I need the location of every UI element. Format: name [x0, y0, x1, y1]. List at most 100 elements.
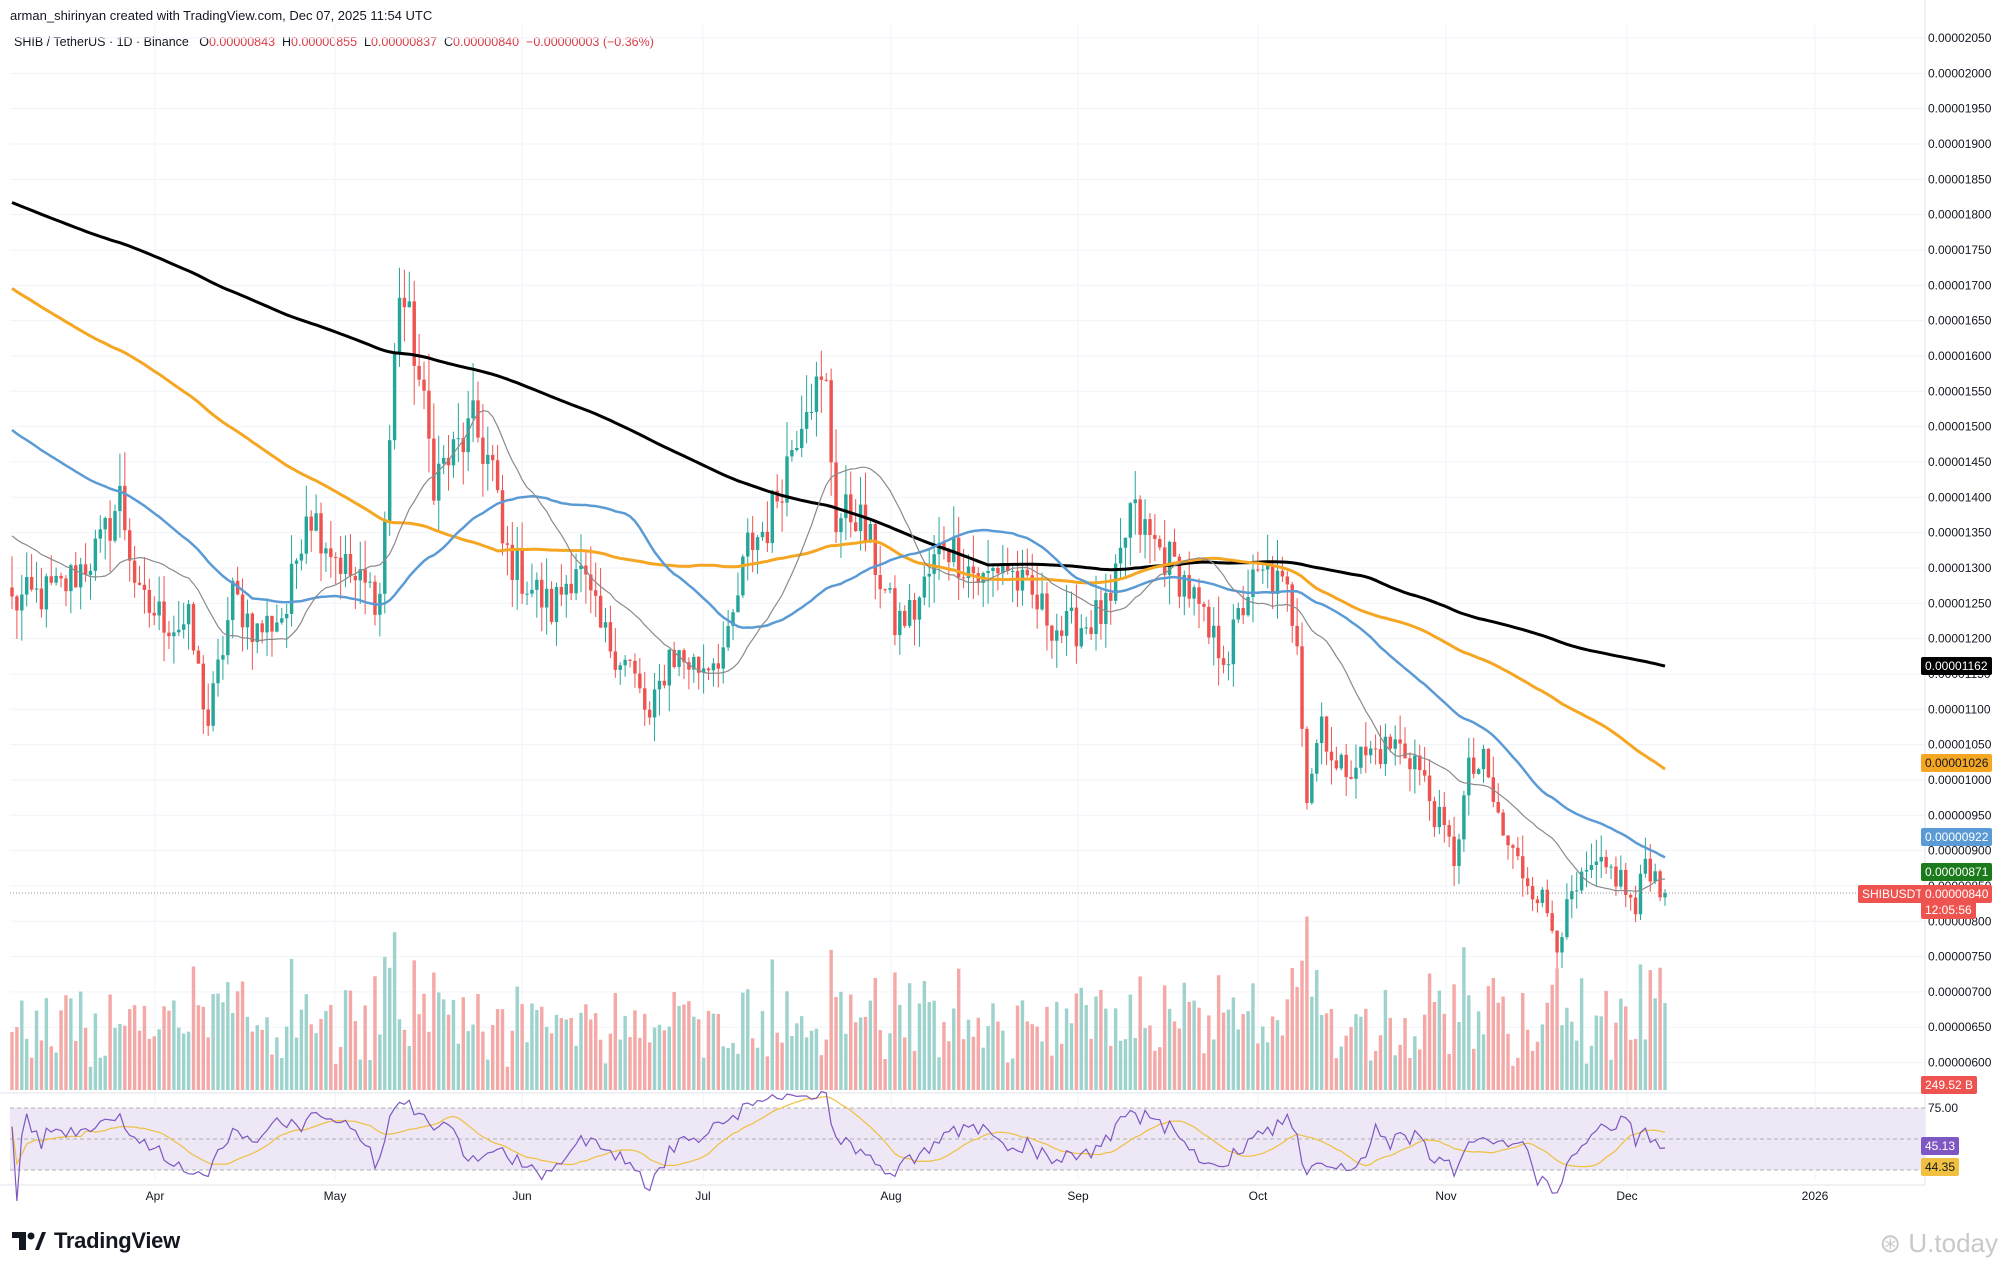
candle-body[interactable] — [623, 659, 627, 666]
candle-body[interactable] — [98, 529, 103, 539]
candle-body[interactable] — [1256, 569, 1260, 571]
candle-body[interactable] — [569, 583, 573, 594]
candle-body[interactable] — [907, 599, 912, 626]
candle-body[interactable] — [809, 411, 814, 413]
candle-body[interactable] — [422, 379, 426, 391]
candle-body[interactable] — [186, 604, 191, 625]
candle-body[interactable] — [387, 440, 392, 521]
candle-body[interactable] — [711, 663, 716, 671]
candle-body[interactable] — [726, 625, 730, 648]
candle-body[interactable] — [1427, 775, 1432, 802]
candle-body[interactable] — [1339, 754, 1343, 769]
candle-body[interactable] — [1069, 607, 1074, 612]
candle-body[interactable] — [991, 567, 995, 572]
candle-body[interactable] — [819, 376, 824, 380]
candle-body[interactable] — [579, 565, 583, 570]
candle-body[interactable] — [1344, 754, 1348, 778]
candle-body[interactable] — [201, 663, 206, 710]
candle-body[interactable] — [628, 659, 632, 661]
candle-body[interactable] — [314, 513, 318, 531]
candle-body[interactable] — [1398, 739, 1402, 744]
candle-body[interactable] — [1265, 565, 1270, 570]
candle-body[interactable] — [476, 400, 480, 438]
candle-body[interactable] — [211, 683, 215, 726]
candle-body[interactable] — [912, 599, 917, 620]
candle-body[interactable] — [231, 580, 235, 621]
candle-body[interactable] — [358, 569, 362, 581]
candle-body[interactable] — [324, 548, 328, 554]
candle-body[interactable] — [1187, 575, 1191, 599]
candle-body[interactable] — [618, 665, 622, 670]
candle-body[interactable] — [853, 522, 858, 532]
candle-body[interactable] — [986, 571, 990, 574]
candle-body[interactable] — [191, 604, 196, 651]
candle-body[interactable] — [39, 588, 44, 610]
candle-body[interactable] — [88, 570, 93, 575]
candle-body[interactable] — [917, 597, 922, 620]
candle-body[interactable] — [294, 560, 299, 564]
candle-body[interactable] — [657, 680, 662, 690]
candle-body[interactable] — [1334, 760, 1339, 769]
candle-body[interactable] — [1653, 871, 1657, 882]
candle-body[interactable] — [1604, 856, 1608, 868]
candle-body[interactable] — [1315, 743, 1319, 774]
candle-body[interactable] — [942, 542, 946, 551]
candle-body[interactable] — [765, 531, 770, 544]
candle-body[interactable] — [1471, 757, 1476, 774]
candle-body[interactable] — [353, 575, 358, 581]
candle-body[interactable] — [1643, 858, 1648, 874]
candle-body[interactable] — [996, 567, 1000, 574]
candle-body[interactable] — [64, 578, 68, 592]
candle-body[interactable] — [505, 543, 510, 545]
candle-body[interactable] — [1614, 866, 1618, 887]
candle-body[interactable] — [441, 457, 446, 464]
candle-body[interactable] — [741, 556, 745, 596]
candle-body[interactable] — [1025, 569, 1030, 576]
candle-body[interactable] — [118, 485, 122, 512]
candle-body[interactable] — [437, 463, 441, 501]
candle-body[interactable] — [1074, 607, 1079, 647]
candle-body[interactable] — [74, 565, 78, 588]
candle-body[interactable] — [1153, 535, 1157, 540]
candle-body[interactable] — [108, 518, 112, 541]
candle-body[interactable] — [1045, 593, 1049, 626]
candle-body[interactable] — [1212, 625, 1216, 638]
candle-body[interactable] — [226, 620, 230, 656]
candle-body[interactable] — [446, 457, 451, 466]
candle-body[interactable] — [1378, 749, 1383, 765]
candle-body[interactable] — [275, 622, 279, 632]
candle-body[interactable] — [196, 650, 201, 664]
candle-body[interactable] — [1192, 587, 1196, 599]
candle-body[interactable] — [1148, 519, 1152, 536]
candle-body[interactable] — [780, 501, 784, 503]
candle-body[interactable] — [1368, 748, 1373, 756]
candle-body[interactable] — [1525, 878, 1530, 887]
candle-body[interactable] — [721, 647, 725, 669]
candle-body[interactable] — [1565, 899, 1569, 938]
candle-body[interactable] — [1118, 547, 1123, 564]
candle-body[interactable] — [24, 577, 29, 595]
candle-body[interactable] — [383, 520, 387, 594]
candle-body[interactable] — [334, 557, 338, 559]
candle-body[interactable] — [971, 566, 976, 574]
candle-body[interactable] — [486, 454, 490, 464]
candle-body[interactable] — [1216, 625, 1221, 659]
candle-body[interactable] — [432, 438, 436, 501]
candle-body[interactable] — [1197, 587, 1201, 604]
candle-body[interactable] — [1594, 861, 1599, 865]
candle-body[interactable] — [1261, 569, 1265, 571]
time-axis[interactable]: Apr May Jun Jul Aug Sep Oct Nov Dec 2026 — [146, 1189, 1829, 1203]
candle-body[interactable] — [966, 566, 971, 579]
candle-body[interactable] — [1035, 594, 1039, 610]
candle-body[interactable] — [451, 439, 456, 466]
candle-body[interactable] — [407, 301, 412, 308]
candle-body[interactable] — [343, 554, 348, 574]
candle-body[interactable] — [1447, 825, 1451, 837]
candle-body[interactable] — [1432, 801, 1437, 828]
candle-body[interactable] — [515, 548, 519, 581]
candle-body[interactable] — [1638, 873, 1643, 915]
candle-body[interactable] — [1162, 547, 1167, 575]
candle-body[interactable] — [638, 673, 642, 689]
candle-body[interactable] — [1079, 628, 1084, 647]
